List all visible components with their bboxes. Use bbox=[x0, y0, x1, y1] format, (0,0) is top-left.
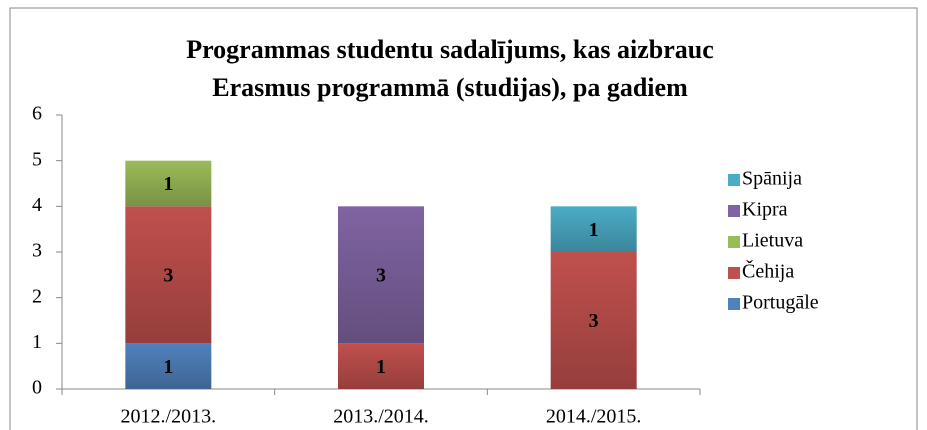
bar-segment bbox=[125, 206, 212, 344]
legend-swatch bbox=[728, 174, 740, 186]
data-label: 1 bbox=[163, 356, 173, 378]
bar-segment bbox=[550, 206, 637, 252]
data-label: 3 bbox=[163, 264, 173, 286]
legend-label: Portugāle bbox=[742, 292, 819, 314]
chart-title: Programmas studentu sadalījums, kas aizb… bbox=[186, 35, 714, 64]
y-tick-label: 1 bbox=[32, 331, 42, 353]
bar-segment bbox=[125, 160, 212, 207]
legend-label: Čehija bbox=[742, 259, 794, 283]
legend-swatch bbox=[728, 205, 740, 217]
y-tick-label: 6 bbox=[32, 103, 42, 125]
bar-segment bbox=[125, 343, 212, 389]
data-label: 1 bbox=[589, 219, 599, 241]
x-tick-label: 2012./2013. bbox=[121, 406, 217, 428]
legend-swatch bbox=[728, 298, 740, 310]
data-label: 3 bbox=[376, 264, 386, 286]
data-label: 1 bbox=[376, 356, 386, 378]
x-tick-label: 2013./2014. bbox=[333, 406, 429, 428]
bar-segment bbox=[338, 343, 424, 389]
legend-swatch bbox=[728, 236, 740, 248]
y-tick-label: 3 bbox=[32, 240, 42, 262]
legend-label: Lietuva bbox=[742, 230, 803, 252]
legend-label: Kipra bbox=[742, 199, 788, 221]
bar-segment bbox=[338, 206, 424, 344]
y-tick-label: 0 bbox=[32, 377, 42, 399]
y-tick-label: 4 bbox=[32, 194, 42, 216]
x-tick-label: 2014./2015. bbox=[546, 406, 642, 428]
bar-segment bbox=[550, 252, 637, 389]
data-label: 1 bbox=[163, 173, 173, 195]
y-tick-label: 2 bbox=[32, 285, 42, 307]
legend-label: Spānija bbox=[742, 168, 802, 190]
data-label: 3 bbox=[589, 310, 599, 332]
y-tick-label: 5 bbox=[32, 148, 42, 170]
legend-swatch bbox=[728, 267, 740, 279]
chart-title: Erasmus programmā (studijas), pa gadiem bbox=[212, 73, 688, 102]
